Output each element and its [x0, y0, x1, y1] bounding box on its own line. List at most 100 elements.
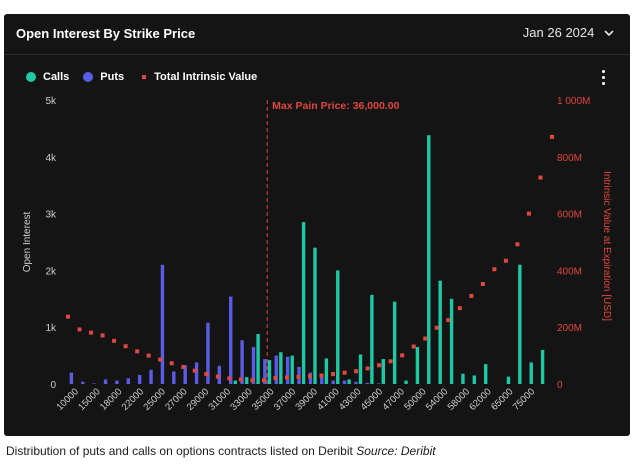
put-bar — [240, 340, 244, 384]
put-bar — [320, 373, 324, 384]
intrinsic-point — [342, 370, 347, 375]
call-bar — [301, 222, 306, 384]
y2-tick-label: 400M — [557, 266, 582, 277]
page-title: Open Interest By Strike Price — [16, 26, 196, 41]
chevron-down-icon — [604, 30, 614, 37]
x-tick-label: 37000 — [272, 386, 298, 412]
call-bar — [518, 264, 522, 384]
intrinsic-point — [331, 372, 336, 377]
date-dropdown[interactable]: Jan 26 2024 — [523, 25, 614, 40]
put-bar — [137, 374, 142, 384]
put-bar — [285, 356, 290, 384]
intrinsic-point — [296, 374, 301, 379]
put-bar — [103, 379, 108, 384]
call-bar — [313, 247, 317, 384]
intrinsic-point — [354, 369, 359, 374]
intrinsic-point — [538, 175, 543, 180]
intrinsic-point — [526, 211, 531, 216]
x-tick-label: 35000 — [250, 386, 276, 412]
legend-calls-label: Calls — [43, 71, 70, 83]
x-tick-label: 39000 — [294, 386, 320, 412]
intrinsic-point — [238, 377, 243, 382]
intrinsic-point — [273, 376, 278, 381]
y-tick-label: 1k — [45, 323, 57, 334]
chart-legend: Calls Puts Total Intrinsic Value — [26, 69, 271, 85]
y-tick-label: 0 — [50, 380, 56, 391]
call-bar — [392, 301, 397, 384]
y2-tick-label: 800M — [557, 153, 582, 164]
put-bar — [172, 371, 176, 384]
intrinsic-point — [227, 376, 232, 381]
intrinsic-point — [204, 372, 209, 377]
intrinsic-point — [250, 378, 255, 383]
call-bar — [529, 362, 533, 384]
call-bar — [336, 270, 340, 384]
call-bar — [415, 347, 420, 384]
put-bar — [354, 381, 358, 384]
intrinsic-point — [388, 359, 393, 364]
card-header: Open Interest By Strike Price Jan 26 202… — [4, 14, 630, 55]
put-bar — [229, 296, 233, 384]
intrinsic-point — [100, 333, 105, 338]
intrinsic-point — [515, 242, 520, 247]
intrinsic-point — [135, 349, 140, 354]
put-bar — [69, 372, 74, 384]
call-bar — [256, 334, 260, 384]
y-tick-label: 3k — [45, 210, 57, 221]
intrinsic-point — [77, 327, 82, 332]
more-vertical-icon[interactable] — [600, 70, 606, 88]
intrinsic-point — [319, 373, 324, 378]
chart-plot: 0 1k 2k 3k 4k 5k 0 200M 400M 600M 800M 1 000M Open I… — [22, 96, 612, 413]
call-bar — [324, 358, 329, 384]
intrinsic-point — [423, 336, 428, 341]
y-axis-title: Open Interest — [22, 211, 33, 272]
y2-axis-title: Intrinsic Value at Expiration [USD] — [601, 171, 612, 321]
x-tick-label: 25000 — [141, 386, 167, 412]
legend-puts-label: Puts — [100, 71, 125, 83]
intrinsic-point — [284, 375, 289, 380]
legend-item-intrinsic[interactable]: Total Intrinsic Value — [138, 71, 257, 83]
intrinsic-point — [550, 134, 554, 139]
legend-item-puts[interactable]: Puts — [83, 71, 124, 83]
date-value: Jan 26 2024 — [522, 25, 595, 40]
x-tick-label: 75000 — [511, 386, 537, 412]
put-bar — [274, 355, 278, 384]
put-bar — [115, 380, 119, 384]
put-bar — [365, 382, 369, 384]
call-bar — [233, 380, 238, 384]
call-bar — [290, 355, 294, 384]
put-bar — [342, 380, 347, 384]
intrinsic-point — [112, 338, 117, 343]
call-bar — [404, 380, 408, 384]
x-tick-label: 31000 — [207, 386, 233, 412]
calls-swatch — [26, 72, 36, 82]
figure-caption: Distribution of puts and calls on option… — [6, 444, 436, 458]
y-tick-label: 5k — [45, 96, 57, 107]
put-bar — [263, 359, 267, 384]
intrinsic-point — [261, 378, 266, 383]
x-tick-label: 18000 — [98, 386, 124, 412]
x-tick-label: 62000 — [467, 386, 493, 412]
legend-item-calls[interactable]: Calls — [26, 71, 69, 83]
x-tick-label: 50000 — [402, 386, 428, 412]
chart-card: Open Interest By Strike Price Jan 26 202… — [4, 14, 630, 436]
x-tick-label: 54000 — [424, 386, 450, 412]
intrinsic-point — [377, 363, 382, 368]
caption-text: Distribution of puts and calls on option… — [6, 444, 353, 458]
put-bar — [206, 322, 210, 384]
put-bar — [376, 383, 381, 384]
intrinsic-point — [169, 361, 174, 366]
intrinsic-point — [457, 306, 462, 311]
y-tick-label: 2k — [45, 266, 57, 277]
intrinsic-point — [503, 258, 508, 263]
x-tick-label: 58000 — [446, 386, 472, 412]
intrinsic-point — [192, 368, 197, 373]
call-bar — [267, 360, 272, 384]
y2-tick-label: 1 000M — [557, 96, 590, 107]
intrinsic-point — [158, 357, 163, 362]
call-bar — [449, 298, 454, 384]
intrinsic-point — [89, 330, 94, 335]
put-bar — [331, 380, 335, 384]
put-bar — [183, 365, 187, 384]
x-tick-label: 33000 — [228, 386, 254, 412]
